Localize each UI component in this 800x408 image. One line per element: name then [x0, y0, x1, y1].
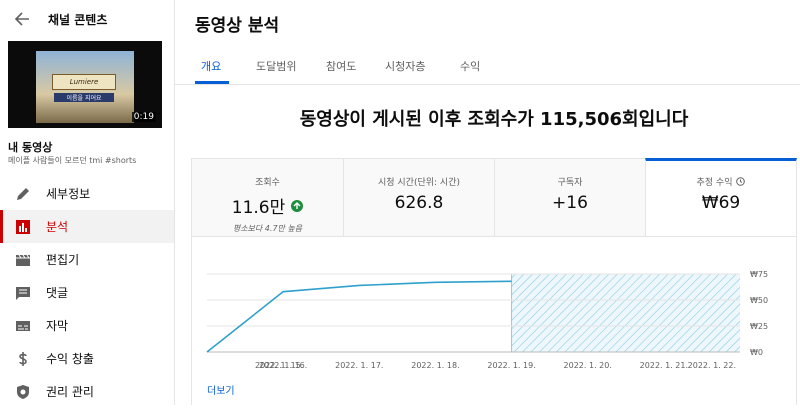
metric-value: 11.6만: [231, 198, 286, 218]
y-tick-label: ₩50: [750, 296, 768, 305]
tab[interactable]: 도달범위: [256, 60, 297, 73]
back-arrow[interactable]: [14, 11, 30, 27]
nav-icon: [16, 219, 30, 234]
tab[interactable]: 참여도: [326, 60, 357, 73]
nav-label: 세부정보: [46, 187, 91, 201]
tab[interactable]: 수익: [460, 60, 481, 73]
y-tick-label: ₩0: [750, 348, 763, 357]
thumbnail-text: 이름을 지어요: [54, 93, 114, 102]
nav-item[interactable]: 자막: [0, 309, 174, 342]
thumbnail[interactable]: Lumiere 이름을 지어요 0:19: [8, 41, 162, 128]
metric-label: 추정 수익: [696, 178, 733, 188]
duration: 0:19: [131, 112, 156, 122]
x-tick-label: 2022. 1. 21.: [640, 361, 688, 370]
nav-icon: [17, 384, 29, 399]
nav-label: 편집기: [46, 253, 80, 267]
x-tick-label: 2022. 1. 22.: [688, 361, 736, 370]
nav-label: 분석: [46, 220, 69, 234]
tab[interactable]: 개요: [201, 60, 222, 73]
nav-label: 자막: [46, 319, 69, 333]
up-icon: [291, 199, 304, 212]
x-tick-label: 2022. 1. 15.: [255, 361, 303, 370]
clock-icon: [736, 177, 746, 186]
nav-label: 수익 창출: [46, 352, 94, 366]
headline: 동영상이 게시된 이후 조회수가 115,506회입니다: [299, 109, 689, 130]
metric-note: 평소보다 4.7만 높음: [232, 224, 303, 233]
nav-item[interactable]: 분석: [0, 210, 174, 243]
metric-card[interactable]: 조회수 11.6만 평소보다 4.7만 높음: [191, 158, 344, 237]
video-label: 내 동영상: [8, 141, 53, 154]
page-title: 동영상 분석: [195, 16, 280, 36]
nav-icon: [19, 351, 27, 366]
x-tick-label: 2022. 1. 18.: [411, 361, 459, 370]
tab[interactable]: 시청자층: [385, 60, 426, 73]
nav-icon: [16, 254, 30, 266]
data-line: [206, 280, 512, 353]
sidebar: 채널 콘텐츠 Lumiere 이름을 지어요 0:19 내 동영상 메이플 사람…: [0, 0, 175, 405]
nav-icon: [16, 286, 30, 300]
metric-value: +16: [552, 193, 588, 213]
nav-item[interactable]: 편집기: [0, 243, 174, 276]
metric-value: ₩69: [701, 193, 741, 213]
nav-item[interactable]: 수익 창출: [0, 342, 174, 375]
x-tick-label: 2022. 1. 20.: [564, 361, 612, 370]
video-title: 메이플 사람들이 모르던 tmi #shorts: [8, 156, 137, 165]
metric-label: 조회수: [255, 178, 280, 188]
nav-icon: [16, 320, 30, 331]
tab-indicator: [195, 81, 229, 84]
metric-value: 626.8: [394, 193, 444, 213]
x-tick-label: 2022. 1. 19.: [487, 361, 535, 370]
nav-item[interactable]: 세부정보: [0, 177, 174, 210]
x-tick-label: 2022. 1. 16.: [259, 361, 307, 370]
nav-item[interactable]: 권리 관리: [0, 375, 174, 408]
nav-icon: [17, 187, 29, 200]
metric-card[interactable]: 시청 시간(단위: 시간) 626.8: [343, 158, 495, 237]
y-tick-label: ₩75: [750, 270, 768, 279]
divider: [175, 84, 800, 85]
chart: ₩0 ₩25 ₩50 ₩75 2022. 1. 15.2022. 1. 16. 2022.…: [206, 270, 768, 370]
x-tick-label: 2022. 1. 17.: [335, 361, 383, 370]
metric-card[interactable]: 추정 수익 ₩69: [645, 158, 797, 237]
metric-label: 시청 시간(단위: 시간): [377, 178, 461, 188]
y-tick-label: ₩25: [750, 322, 768, 331]
metric-label: 구독자: [557, 178, 583, 188]
thumbnail-text: Lumiere: [52, 74, 116, 90]
nav-label: 권리 관리: [46, 385, 94, 399]
sidebar-header: 채널 콘텐츠: [48, 13, 108, 27]
nav-label: 댓글: [46, 286, 69, 300]
chart-panel: [191, 237, 797, 405]
estimated-region: [511, 274, 740, 352]
more-link[interactable]: 더보기: [207, 386, 235, 397]
nav-item[interactable]: 댓글: [0, 276, 174, 309]
metric-card[interactable]: 구독자 +16: [494, 158, 646, 237]
